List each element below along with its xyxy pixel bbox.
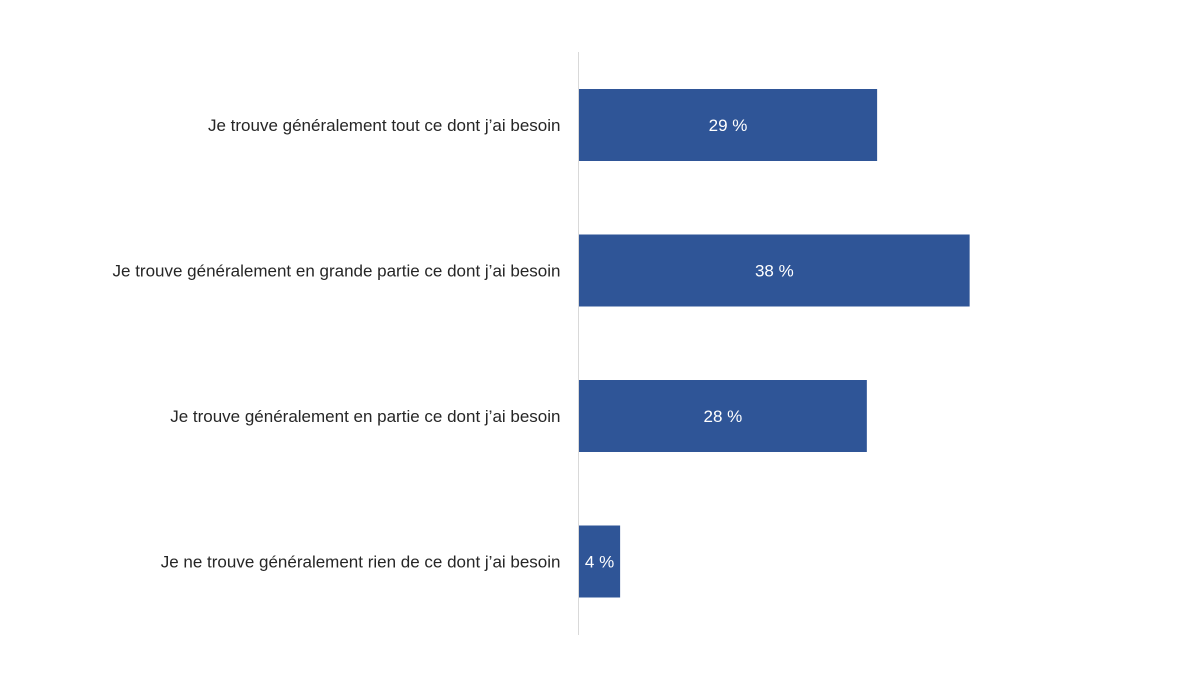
bar-value-label: 29 % bbox=[709, 116, 748, 135]
bar bbox=[579, 234, 970, 307]
bar-value-label: 28 % bbox=[704, 407, 743, 426]
category-labels-layer: Je trouve généralement tout ce dont j’ai… bbox=[113, 116, 561, 572]
bar bbox=[579, 89, 878, 161]
category-label: Je trouve généralement tout ce dont j’ai… bbox=[208, 116, 561, 135]
bar-value-label: 38 % bbox=[755, 262, 794, 281]
value-labels-layer: 29 % 38 % 28 % 4 % bbox=[585, 116, 794, 572]
category-label: Je ne trouve généralement rien de ce don… bbox=[161, 553, 561, 572]
bar-value-label: 4 % bbox=[585, 553, 614, 572]
bars-layer bbox=[579, 89, 970, 598]
bar bbox=[579, 380, 867, 452]
bar bbox=[579, 525, 621, 598]
category-label: Je trouve généralement en partie ce dont… bbox=[170, 407, 560, 426]
category-label: Je trouve généralement en grande partie … bbox=[113, 262, 561, 281]
